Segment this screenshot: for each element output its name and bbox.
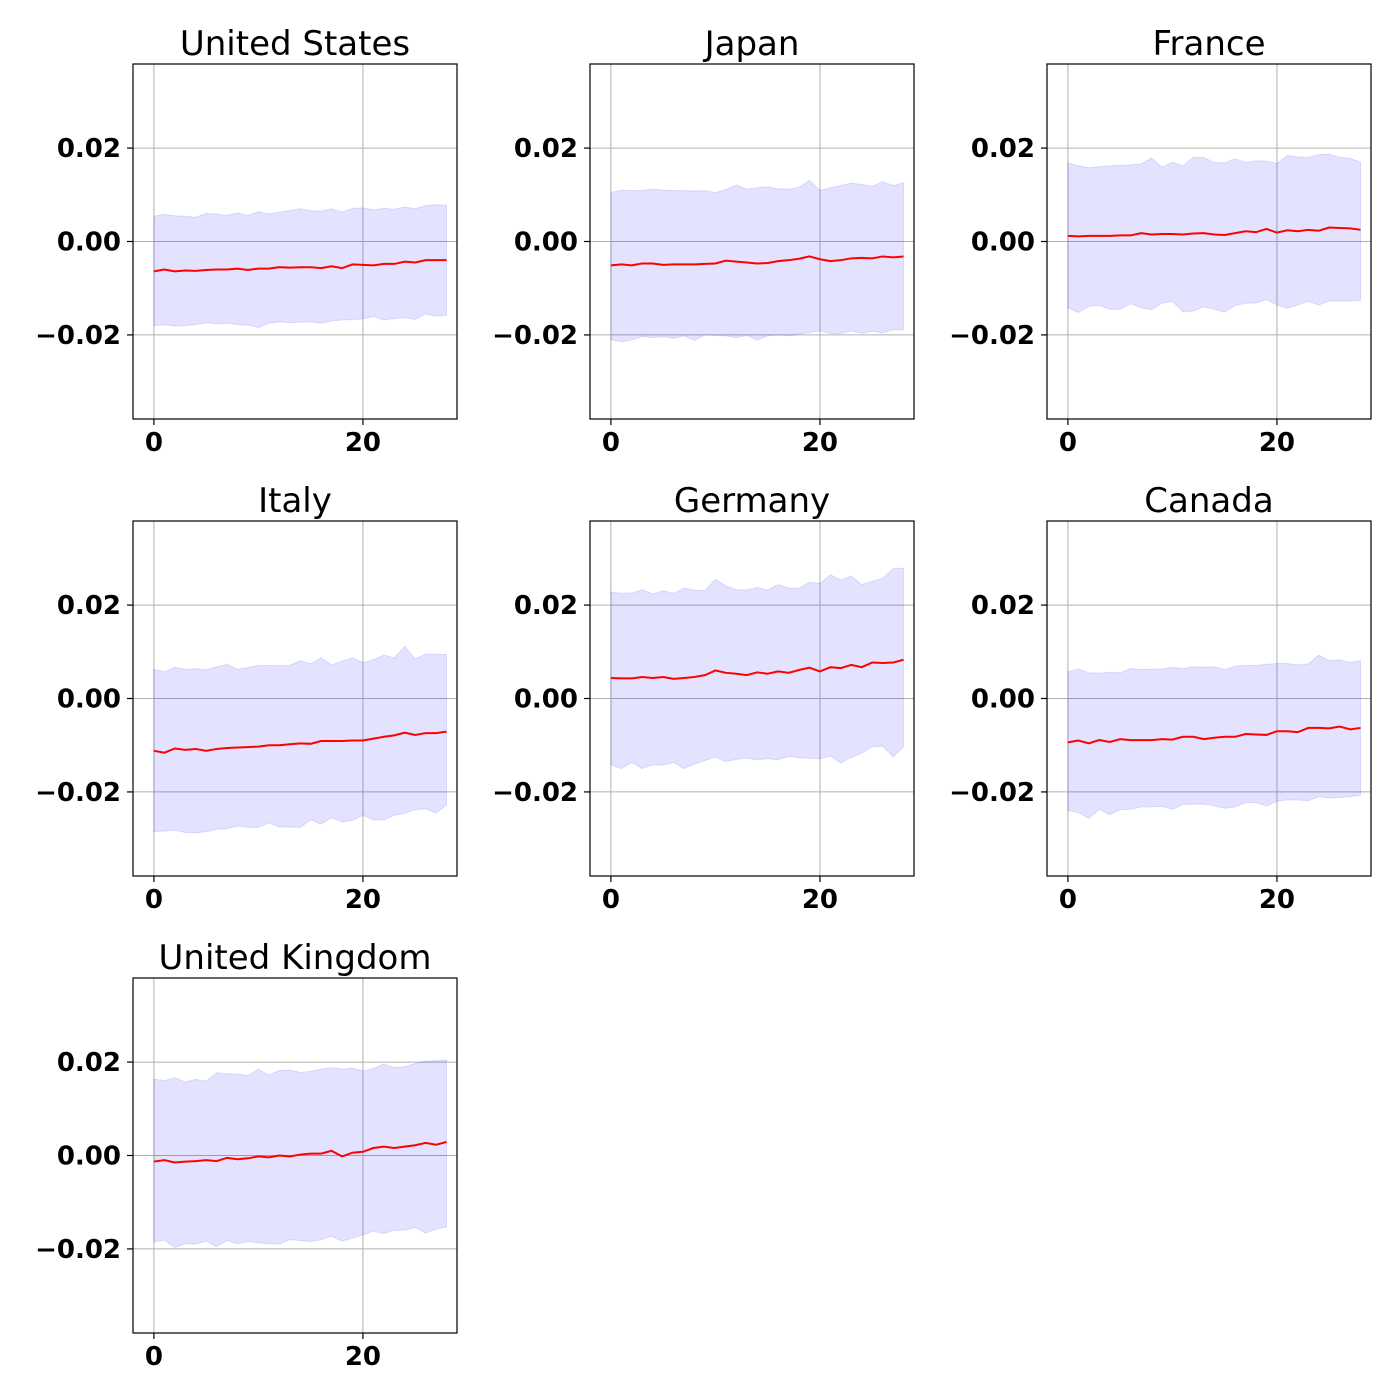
y-tick-label: 0.02 [57,591,121,621]
x-tick-label: 0 [145,1342,163,1372]
y-tick-label: 0.02 [57,134,121,164]
confidence-band [1067,153,1362,314]
y-tick-label: 0.00 [57,228,121,258]
chart-panel-0: 0 20 0.02 0.00 −0.02 United States [35,24,458,458]
plot-area [153,1059,448,1249]
confidence-band [610,179,905,343]
mean-line [153,1140,447,1164]
chart-panel-4: 0 20 0.02 0.00 −0.02 Germany [492,481,915,915]
panel-title: Italy [258,481,332,521]
panel-title: France [1152,24,1265,64]
y-tick-label: −0.02 [492,778,578,808]
x-tick-label: 20 [802,428,838,458]
y-tick-label: 0.02 [971,591,1035,621]
confidence-band [153,645,448,834]
y-tick-label: 0.00 [514,228,578,258]
plot-area [610,179,905,343]
x-tick-label: 0 [1059,885,1077,915]
y-tick-label: 0.00 [971,228,1035,258]
y-tick-label: −0.02 [492,321,578,351]
y-tick-label: 0.02 [57,1048,121,1078]
mean-line [153,730,447,754]
mean-line [1067,725,1361,745]
x-tick-label: 0 [145,428,163,458]
chart-panel-1: 0 20 0.02 0.00 −0.02 Japan [492,24,915,458]
x-tick-label: 20 [802,885,838,915]
y-tick-label: 0.02 [971,134,1035,164]
panel-title: Canada [1144,481,1273,521]
mean-line [610,255,904,267]
chart-panel-6: 0 20 0.02 0.00 −0.02 United Kingdom [35,938,458,1372]
chart-panel-3: 0 20 0.02 0.00 −0.02 Italy [35,481,458,915]
y-tick-label: 0.00 [971,685,1035,715]
panel-title: Japan [703,24,800,64]
x-tick-label: 20 [345,1342,381,1372]
panel-title: United States [180,24,410,64]
x-tick-label: 20 [1259,885,1295,915]
plot-area [1067,654,1362,820]
y-tick-label: −0.02 [949,321,1035,351]
y-tick-label: −0.02 [35,778,121,808]
y-tick-label: 0.00 [57,1142,121,1172]
x-tick-label: 0 [1059,428,1077,458]
plot-area [1067,153,1362,314]
x-tick-label: 0 [145,885,163,915]
x-tick-label: 20 [345,885,381,915]
panel-title: United Kingdom [159,938,432,978]
mean-line [1067,226,1361,238]
y-tick-label: 0.02 [514,591,578,621]
chart-panel-2: 0 20 0.02 0.00 −0.02 France [949,24,1372,458]
mean-line [610,658,904,680]
x-tick-label: 0 [602,428,620,458]
x-tick-label: 20 [345,428,381,458]
y-tick-label: 0.00 [57,685,121,715]
plot-area [153,645,448,834]
confidence-band [153,204,448,328]
x-tick-label: 0 [602,885,620,915]
plot-area [153,204,448,328]
y-tick-label: −0.02 [949,778,1035,808]
y-tick-label: 0.02 [514,134,578,164]
x-tick-label: 20 [1259,428,1295,458]
chart-panel-5: 0 20 0.02 0.00 −0.02 Canada [949,481,1372,915]
y-tick-label: −0.02 [35,1235,121,1265]
plot-area [610,567,905,770]
y-tick-label: −0.02 [35,321,121,351]
confidence-band [610,567,905,770]
mean-line [153,259,447,273]
panel-title: Germany [674,481,830,521]
y-tick-label: 0.00 [514,685,578,715]
